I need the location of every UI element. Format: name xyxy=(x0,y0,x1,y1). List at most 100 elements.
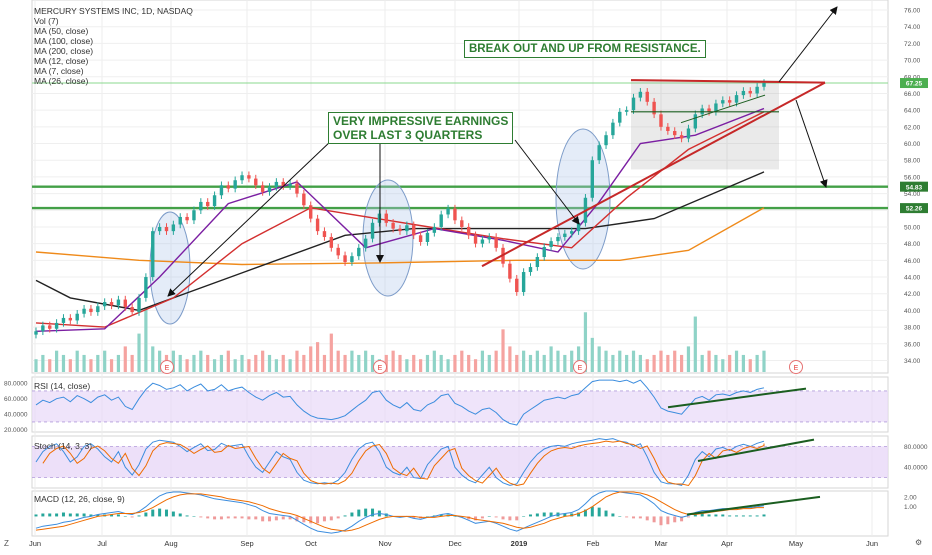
macd-histogram-bar xyxy=(61,512,65,517)
volume-bar xyxy=(68,359,72,372)
macd-tick-label: 2.00 xyxy=(904,494,917,501)
candle-body xyxy=(631,97,636,111)
volume-bar xyxy=(130,354,134,372)
candle-body xyxy=(343,255,347,263)
volume-bar xyxy=(425,354,430,372)
breakout-annotation-text: BREAK OUT AND UP FROM RESISTANCE. xyxy=(469,43,701,55)
macd-histogram-bar xyxy=(34,514,38,517)
macd-histogram-bar xyxy=(302,516,306,523)
candle-body xyxy=(714,103,718,112)
rsi-tick-label: 80.0000 xyxy=(4,381,28,388)
annotation-arrow xyxy=(514,139,580,225)
candle-body xyxy=(123,299,127,308)
volume-bar xyxy=(576,346,581,372)
candle-body xyxy=(494,236,498,248)
volume-bar xyxy=(467,354,471,372)
macd-histogram-bar xyxy=(542,512,546,517)
breakout-annotation: BREAK OUT AND UP FROM RESISTANCE. xyxy=(464,40,706,58)
earnings-annotation-line1: VERY IMPRESSIVE EARNINGS xyxy=(333,114,509,128)
macd-histogram-bar xyxy=(336,516,340,519)
macd-histogram-bar xyxy=(226,516,230,519)
settings-gear-icon[interactable]: ⚙ xyxy=(915,538,923,547)
x-tick-label: Oct xyxy=(305,539,318,548)
macd-histogram-bar xyxy=(144,512,148,517)
ma-line xyxy=(35,207,765,266)
candle-body xyxy=(563,233,567,237)
price-tick-label: 64.00 xyxy=(904,108,921,115)
macd-histogram-bar xyxy=(75,513,79,517)
macd-histogram-bar xyxy=(295,516,299,522)
volume-bar xyxy=(137,333,141,372)
macd-histogram-bar xyxy=(89,514,93,517)
volume-bar xyxy=(267,354,272,372)
volume-bar xyxy=(446,359,450,372)
volume-bar xyxy=(679,354,684,372)
macd-histogram-bar xyxy=(68,513,72,517)
candle-body xyxy=(439,214,443,227)
macd-pane-label[interactable]: MACD (12, 26, close, 9) xyxy=(34,494,125,504)
x-tick-label: Jul xyxy=(97,539,107,548)
volume-bar xyxy=(61,354,66,372)
volume-bar xyxy=(755,354,759,372)
macd-histogram-bar xyxy=(364,508,368,517)
macd-histogram-bar xyxy=(185,515,189,517)
candle-body xyxy=(96,306,100,313)
earnings-marker-label: E xyxy=(578,365,583,372)
earnings-marker-label: E xyxy=(378,365,383,372)
price-label-box xyxy=(900,203,928,214)
candle-body xyxy=(109,302,114,306)
candle-body xyxy=(302,193,306,206)
rsi-trendline xyxy=(667,387,807,409)
indicator-ma26[interactable]: MA (26, close) xyxy=(34,76,89,86)
macd-histogram-bar xyxy=(508,516,512,521)
macd-histogram-bar xyxy=(322,516,326,522)
volume-bar xyxy=(583,312,588,372)
timezone-mark[interactable]: Z xyxy=(4,539,9,548)
candle-body xyxy=(611,122,615,136)
candle-body xyxy=(41,325,45,332)
macd-histogram-bar xyxy=(728,515,732,517)
macd-histogram-bar xyxy=(625,516,629,518)
candle-body xyxy=(240,175,244,181)
candle-body xyxy=(521,272,526,293)
candle-body xyxy=(707,108,711,112)
macd-histogram-bar xyxy=(309,516,313,524)
price-tick-label: 68.00 xyxy=(904,74,921,81)
indicator-ma200[interactable]: MA (200, close) xyxy=(34,46,94,56)
volume-bar xyxy=(748,359,752,372)
price-tick-label: 40.00 xyxy=(904,308,921,315)
indicator-ma50[interactable]: MA (50, close) xyxy=(34,26,89,36)
rsi-pane-label[interactable]: RSI (14, close) xyxy=(34,381,91,391)
earnings-marker-label: E xyxy=(165,365,170,372)
stoch-pane-label[interactable]: Stoch (14, 3, 3) xyxy=(34,441,93,451)
volume-bar xyxy=(171,350,175,372)
candle-body xyxy=(54,322,59,329)
candle-body xyxy=(638,91,643,98)
volume-bar xyxy=(412,354,416,372)
macd-histogram-bar xyxy=(700,513,704,517)
macd-histogram-bar xyxy=(611,513,615,517)
volume-bar xyxy=(638,354,642,372)
volume-bar xyxy=(473,359,478,372)
macd-histogram-bar xyxy=(281,516,285,520)
volume-bar xyxy=(570,350,574,372)
candle-body xyxy=(508,263,512,279)
price-tick-label: 38.00 xyxy=(904,325,921,332)
macd-histogram-bar xyxy=(158,508,162,517)
macd-histogram-bar xyxy=(501,516,505,520)
indicator-vol[interactable]: Vol (7) xyxy=(34,16,59,26)
price-tick-label: 34.00 xyxy=(904,358,921,365)
volume-bar xyxy=(226,350,230,372)
resistance-trendline xyxy=(630,79,826,84)
indicator-ma7[interactable]: MA (7, close) xyxy=(34,66,84,76)
macd-histogram-bar xyxy=(480,516,484,519)
indicator-ma12[interactable]: MA (12, close) xyxy=(34,56,89,66)
candle-body xyxy=(171,224,176,232)
candle-body xyxy=(542,246,546,258)
candle-body xyxy=(267,186,272,192)
volume-bar xyxy=(109,359,114,372)
candle-body xyxy=(624,110,629,112)
indicator-ma100[interactable]: MA (100, close) xyxy=(34,36,94,46)
volume-bar xyxy=(432,350,436,372)
